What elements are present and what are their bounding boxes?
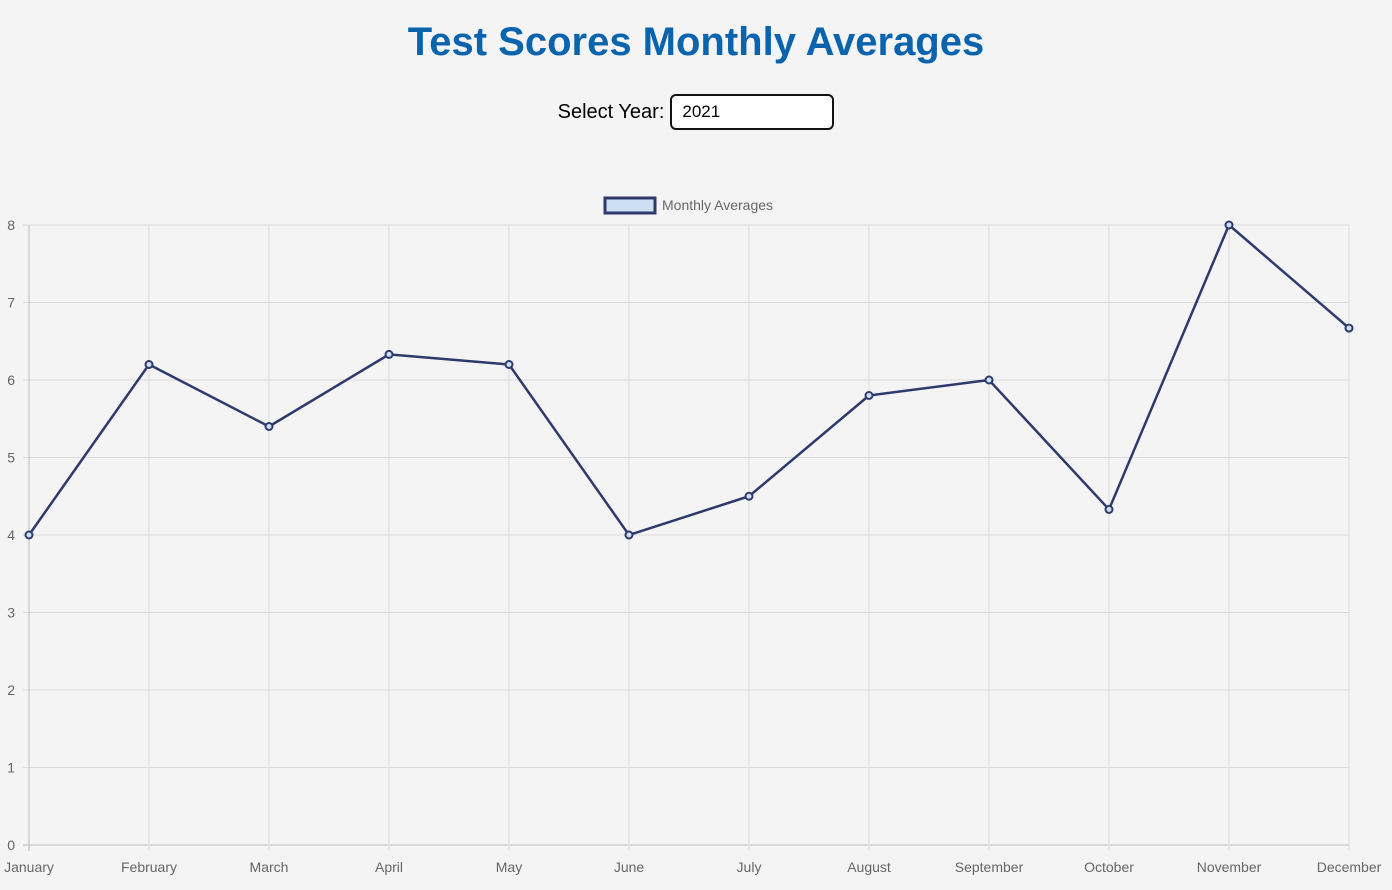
data-point: [24, 530, 34, 540]
page-title: Test Scores Monthly Averages: [407, 20, 985, 64]
x-tick-label: December: [1317, 859, 1382, 875]
year-label: Select Year:: [557, 100, 665, 123]
legend-label: Monthly Averages: [662, 197, 773, 213]
series-line: [27, 223, 1350, 537]
year-input[interactable]: [670, 94, 835, 130]
x-tick-label: April: [375, 859, 403, 875]
legend: Monthly Averages: [603, 196, 773, 215]
data-point: [264, 422, 274, 431]
y-tick-label: 7: [7, 295, 15, 311]
x-tick-label: July: [737, 859, 762, 875]
x-tick-label: May: [496, 859, 522, 875]
x-tick-label: January: [4, 859, 54, 875]
data-point: [624, 530, 634, 540]
data-point: [384, 349, 394, 359]
y-tick-label: 6: [7, 372, 15, 388]
x-tick-label: August: [847, 859, 891, 875]
x-tick-label: September: [955, 859, 1024, 875]
axis-tick-labels: 0 1 2 3 4 5 6 7 8 January February March April May Jun…: [4, 217, 1382, 875]
data-points: [24, 220, 1354, 540]
legend-swatch: [603, 196, 657, 215]
y-tick-label: 3: [7, 605, 15, 621]
x-tick-label: February: [121, 859, 177, 875]
data-point: [744, 491, 754, 501]
data-point: [1104, 504, 1114, 514]
y-tick-label: 8: [7, 217, 15, 233]
data-point: [1344, 323, 1354, 333]
y-tick-label: 2: [7, 682, 15, 698]
data-point: [984, 375, 994, 385]
x-tick-label: October: [1084, 859, 1134, 875]
data-point: [864, 391, 874, 400]
data-point: [504, 360, 514, 369]
x-tick-label: March: [250, 859, 289, 875]
y-tick-label: 1: [7, 760, 15, 776]
x-tick-label: November: [1197, 859, 1262, 875]
grid-lines: [23, 224, 1350, 851]
data-point: [144, 360, 154, 369]
y-tick-label: 0: [7, 837, 15, 853]
series-line: [27, 223, 1350, 537]
year-selector: Select Year:: [0, 94, 1392, 130]
x-tick-label: June: [614, 859, 645, 875]
y-tick-label: 5: [7, 450, 15, 466]
data-point: [1224, 220, 1234, 230]
y-tick-label: 4: [7, 527, 15, 543]
